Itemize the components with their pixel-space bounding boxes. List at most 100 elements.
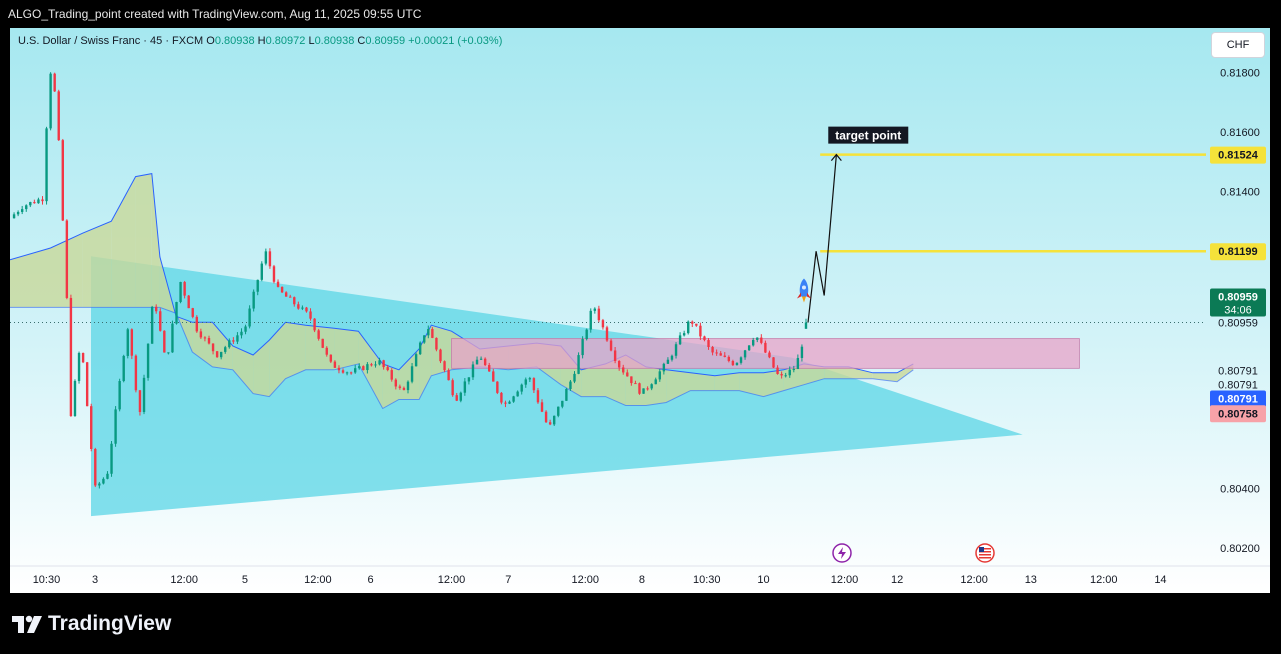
candle-body [536,390,540,403]
x-tick-label: 12:00 [170,574,198,586]
price-label: 0.80959 [1218,292,1258,304]
candle-body [552,415,556,425]
cloud-segment [848,366,873,379]
candle-body [69,297,73,417]
chart-header-bar: ALGO_Trading_point created with TradingV… [0,0,1281,28]
price-chart[interactable]: target point 0.81800 0.81600 0.81400 0.80400… [10,28,1270,593]
y-tick-label: 0.80200 [1220,543,1260,555]
candle-body [16,211,20,215]
y-tick-label: 0.80400 [1220,484,1260,496]
candle-body [508,401,511,404]
candle-body [146,343,150,378]
candle-body [471,364,475,378]
candle-body [325,347,328,355]
candle-body [654,379,657,385]
y-tick-label: 0.81800 [1220,68,1260,80]
symbol-legend: U.S. Dollar / Swiss Franc · 45 · FXCM O0… [18,35,502,47]
cloud-segment [253,340,270,397]
candle-body [386,367,389,371]
cloud-segment [690,372,715,391]
candles-group [12,72,808,489]
x-tick-label: 12:00 [304,574,332,586]
candle-body [248,308,251,327]
candle-body [565,389,568,401]
us-flag-event-icon [975,543,995,563]
candle-body [33,202,36,204]
candle-body [301,307,304,309]
candle-body [597,308,601,321]
candle-body [341,370,345,373]
candle-body [276,281,280,287]
candle-body [605,327,609,341]
price-label-countdown: 34:06 [1224,305,1252,317]
candle-body [804,322,808,329]
chart-panel[interactable]: target point 0.81800 0.81600 0.81400 0.80400… [10,28,1270,593]
cloud-segment [305,325,335,370]
candle-body [150,306,154,344]
candle-body [622,367,625,373]
candle-body [236,335,239,342]
candle-body [739,357,743,363]
candle-body [488,365,491,372]
x-tick-label: 13 [1025,574,1037,586]
candle-body [280,286,284,293]
candle-body [414,354,418,367]
candle-body [532,378,536,391]
candle-body [73,380,77,417]
price-label: 0.80791 [1218,379,1258,391]
candle-body [589,310,592,330]
cloud-segment [358,331,383,409]
legend-change: +0.00021 (+0.03%) [408,35,503,47]
candle-body [354,368,357,373]
candle-body [126,329,129,356]
candle-body [138,390,142,413]
candle-body [134,355,138,391]
candle-body [516,391,519,397]
price-label: 0.80758 [1218,408,1258,420]
candle-body [29,202,32,206]
candle-body [98,483,101,486]
candle-body [751,339,755,346]
cloud-segment [269,322,286,397]
y-tick-label: 0.81600 [1220,127,1260,139]
cloud-segment [646,366,667,406]
candle-body [707,340,710,347]
footer-brand: TradingView [48,612,172,635]
candle-body [309,311,312,319]
cloud-segment [804,363,825,385]
candle-body [504,402,507,404]
candle-body [256,279,259,292]
candle-body [57,91,60,141]
candle-body [159,311,162,331]
candle-body [244,326,247,332]
x-tick-label: 6 [367,574,373,586]
candle-body [358,366,361,369]
candle-body [187,295,190,309]
candle-body [467,377,471,382]
candle-body [747,345,751,351]
currency-button[interactable]: CHF [1211,32,1265,58]
cloud-span-b-line [10,306,914,410]
candle-body [796,357,800,370]
candle-body [171,323,174,353]
candle-body [224,347,227,352]
candle-body [695,323,698,326]
candle-body [569,381,572,390]
candle-body [634,383,637,385]
candle-body [528,378,532,380]
candle-body [53,73,56,92]
candle-body [699,325,702,337]
cloud-segment [824,366,849,379]
candle-body [593,308,597,311]
candle-body [382,360,385,368]
candle-body [735,362,739,366]
x-tick-label: 14 [1154,574,1166,586]
chart-header-title: ALGO_Trading_point created with TradingV… [8,7,422,21]
candle-body [252,291,255,309]
candle-body [760,337,763,343]
candle-body [500,392,503,403]
candle-body [179,282,182,302]
candle-body [362,366,365,371]
candle-body [435,337,438,350]
legend-high: 0.80972 [265,35,306,47]
